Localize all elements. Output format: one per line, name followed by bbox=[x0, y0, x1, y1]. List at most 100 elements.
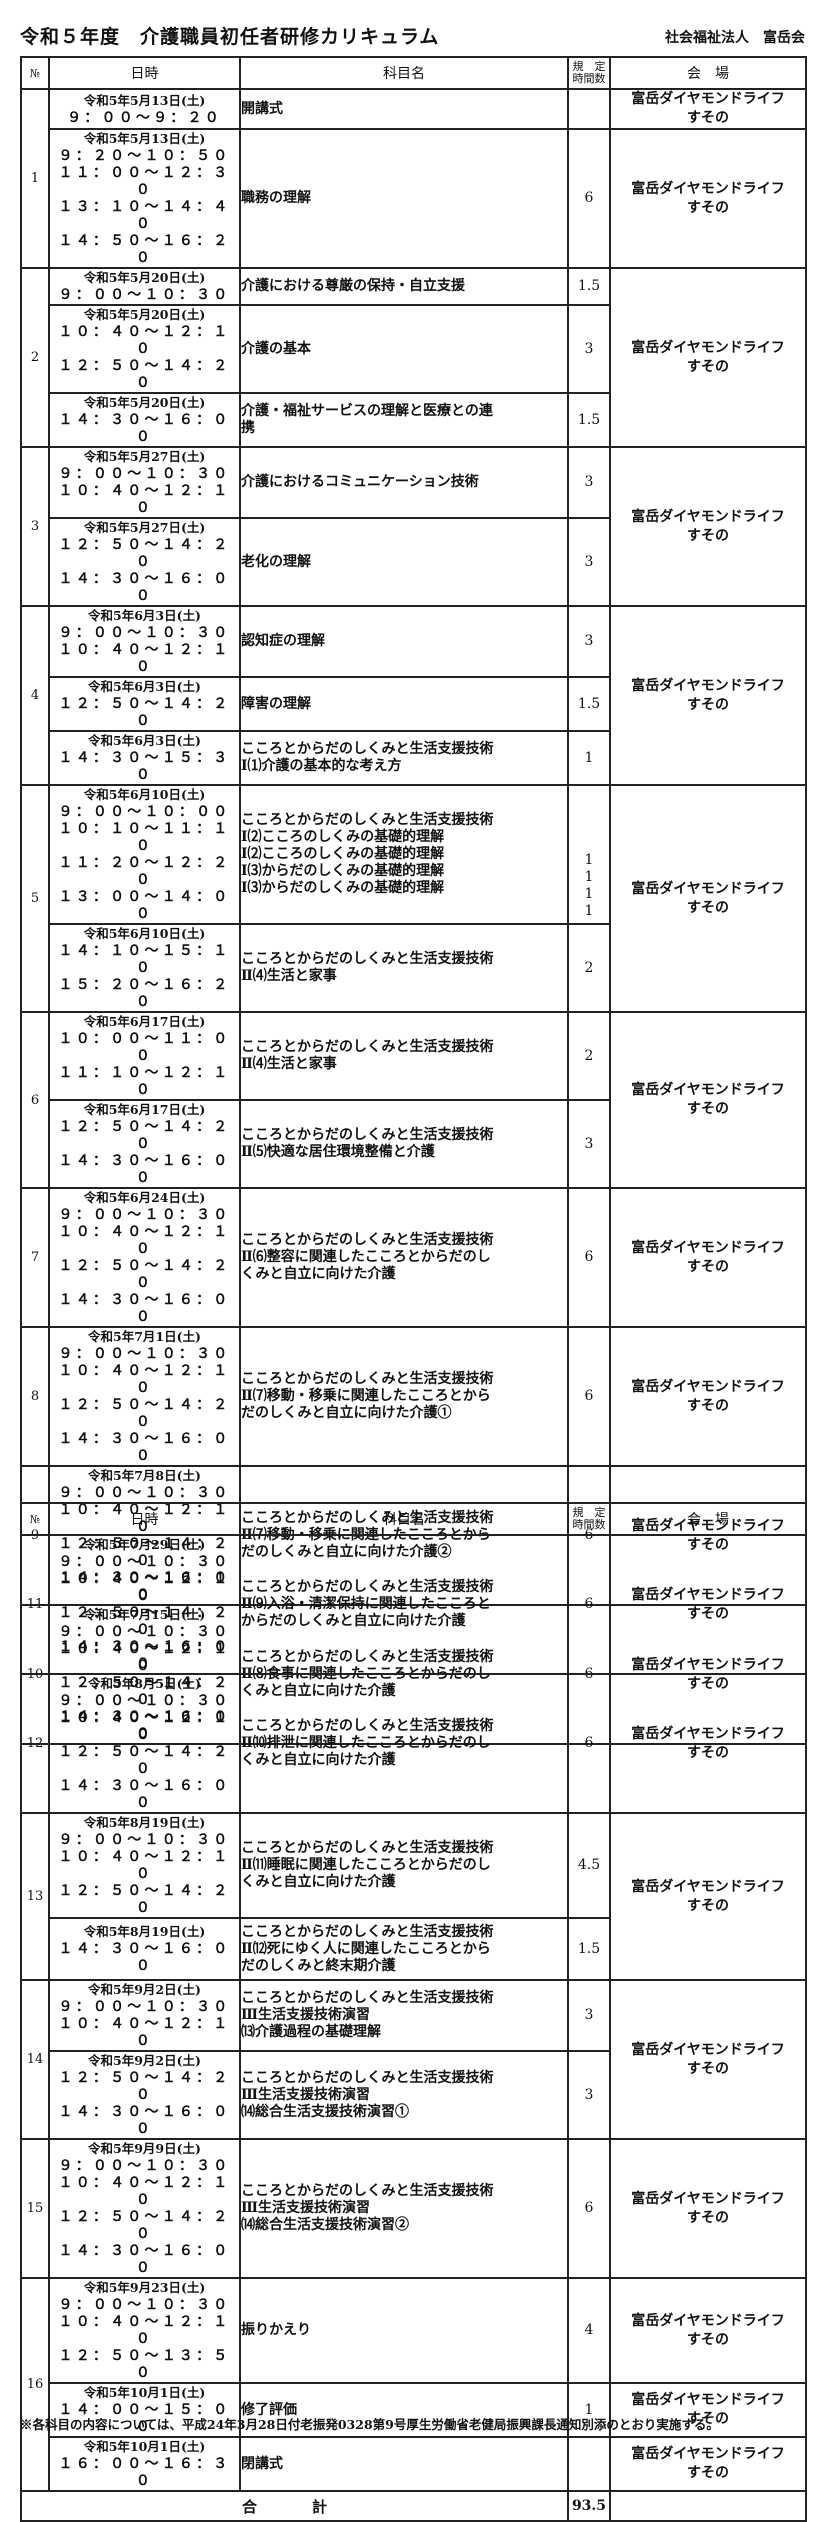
session-time: １２：５０～１４：２０ bbox=[58, 1883, 231, 1916]
hours-cell: 3 bbox=[567, 304, 611, 394]
session-time: １４：３０～１６：００ bbox=[58, 571, 231, 604]
hours-value: 6 bbox=[584, 1249, 594, 1265]
hours-value: 1.5 bbox=[577, 278, 601, 294]
session-number: 8 bbox=[20, 1326, 50, 1467]
hours-value: 1 bbox=[584, 903, 594, 919]
session-date: 令和5年6月3日(土) bbox=[88, 733, 201, 748]
subject-cell: 認知症の理解 bbox=[239, 605, 569, 678]
subject-line: Ⅲ生活支援技術演習 bbox=[241, 2007, 371, 2023]
session-date: 令和5年7月29日(土) bbox=[83, 1537, 206, 1552]
session-time: １０：４０～１２：１０ bbox=[58, 2175, 231, 2208]
venue-cell: 富岳ダイヤモンドライフ すその bbox=[609, 784, 807, 1013]
datetime-cell: 令和5年6月17日(土) １０：００～１１：００ １１：１０～１２：１０ bbox=[48, 1011, 241, 1101]
subject-line: Ⅱ⑾睡眠に関連したこころとからだのし bbox=[241, 1857, 491, 1873]
header-no: № bbox=[20, 56, 50, 90]
session-time: ９：００～１０：３０ bbox=[58, 1207, 231, 1223]
table-row: 令和5年10月1日(土) １６：００～１６：３０ 閉講式 富岳ダイヤモンドライフ すその bbox=[21, 2436, 807, 2492]
subject-line: くみと自立に向けた介護 bbox=[241, 1874, 396, 1890]
session-time: １４：３０～１６：００ bbox=[58, 1778, 231, 1811]
subject-line: Ⅱ⑹整容に関連したこころとからだのし bbox=[241, 1249, 491, 1265]
session-time: １４：１０～１５：１０ bbox=[58, 943, 231, 976]
subject-line: 修了評価 bbox=[241, 2401, 297, 2418]
venue-cell: 富岳ダイヤモンドライフ すその bbox=[609, 2382, 807, 2438]
session-time: １０：４０～１２：１０ bbox=[58, 1710, 231, 1743]
subject-cell: こころとからだのしくみと生活支援技術 Ⅱ⑷生活と家事 bbox=[239, 923, 569, 1013]
subject-cell: 閉講式 bbox=[239, 2436, 569, 2492]
hours-cell: 3 bbox=[567, 517, 611, 607]
datetime-cell: 令和5年8月5日(土) ９：００～１０：３０ １０：４０～１２：１０ １２：５０～１４… bbox=[48, 1673, 241, 1814]
table-row: 4 令和5年6月3日(土) ９：００～１０：３０ １０：４０～１２：１０ 認知症の理解 3… bbox=[20, 605, 807, 786]
session-time: １１：２０～１２：２０ bbox=[58, 855, 231, 888]
hours-cell: 3 bbox=[567, 446, 611, 519]
session-time: １２：５０～１４：２０ bbox=[58, 696, 231, 729]
venue-cell: 富岳ダイヤモンドライフ すその bbox=[609, 2138, 807, 2279]
session-time: １２：５０～１３：５０ bbox=[58, 2348, 231, 2381]
table-row: 11 令和5年7月29日(土) ９：００～１０：３０ １０：４０～１２：１０ １２：５０… bbox=[20, 1534, 807, 1675]
table-row: 令和5年8月19日(土) １４：３０～１６：００ こころとからだのしくみと生活支援技… bbox=[21, 1917, 806, 1981]
hours-value: 4 bbox=[584, 2322, 594, 2338]
session-date: 令和5年5月20日(土) bbox=[83, 307, 206, 322]
session-number: 15 bbox=[20, 2138, 50, 2279]
header-hours: 規 定時間数 bbox=[567, 56, 611, 90]
datetime-cell: 令和5年7月1日(土) ９：００～１０：３０ １０：４０～１２：１０ １２：５０～１４… bbox=[48, 1326, 241, 1467]
session-time: １０：１０～１１：１０ bbox=[58, 821, 231, 854]
session-time: １５：２０～１６：２０ bbox=[58, 977, 231, 1010]
subject-line: こころとからだのしくみと生活支援技術 bbox=[241, 951, 494, 967]
venue-cell: 富岳ダイヤモンドライフ すその bbox=[609, 446, 807, 607]
hours-value: 3 bbox=[584, 633, 594, 649]
subject-line: こころとからだのしくみと生活支援技術 bbox=[241, 1232, 494, 1248]
hours-value: 3 bbox=[584, 553, 594, 570]
table-row: 14 令和5年9月2日(土) ９：００～１０：３０ １０：４０～１２：１０ こころとから… bbox=[20, 1979, 807, 2140]
subject-line: こころとからだのしくみと生活支援技術 bbox=[241, 1990, 494, 2006]
session-date: 令和5年6月17日(土) bbox=[83, 1102, 206, 1117]
subject-cell: 老化の理解 bbox=[239, 517, 569, 607]
subject-cell: こころとからだのしくみと生活支援技術 Ⅰ⑵こころのしくみの基礎的理解 Ⅰ⑵こころのし… bbox=[239, 784, 569, 925]
curriculum-table-page-2: № 日時 科目名規 定時間数会 場 11 令和5年7月29日(土) ９：００～１０：３０ １… bbox=[20, 1502, 807, 2522]
table-row: 令和5年5月20日(土) １４：３０～１６：００ 介護・福祉サービスの理解と医療との… bbox=[21, 392, 806, 448]
subject-line: Ⅲ生活支援技術演習 bbox=[241, 2200, 371, 2216]
subject-line: Ⅱ⑼入浴・清潔保持に関連したこころと bbox=[241, 1596, 491, 1612]
subject-line: ⒁総合生活支援技術演習① bbox=[241, 2103, 409, 2120]
organization-name: 社会福祉法人 富岳会 bbox=[665, 30, 805, 46]
venue-cell: 富岳ダイヤモンドライフ すその bbox=[609, 1011, 807, 1189]
session-time: ９：００～１０：３０ bbox=[58, 1693, 231, 1709]
datetime-cell: 令和5年5月13日(土) ９：２０～１０：５０ １１：００～１２：３０ １３：１０～１… bbox=[48, 128, 241, 269]
hours-cell: 1.5 bbox=[567, 267, 611, 306]
session-date: 令和5年7月8日(土) bbox=[88, 1468, 201, 1483]
session-time: １４：３０～１６：００ bbox=[58, 1941, 231, 1974]
subject-line: こころとからだのしくみと生活支援技術 bbox=[241, 1718, 494, 1734]
subject-line: 介護の基本 bbox=[241, 340, 311, 357]
hours-value: 6 bbox=[584, 1735, 594, 1751]
session-time: １０：４０～１２：１０ bbox=[58, 1571, 231, 1604]
session-time: ９：００～９：２０ bbox=[67, 109, 222, 126]
hours-value: 6 bbox=[584, 2200, 594, 2216]
session-time: ９：００～１０：３０ bbox=[58, 1999, 231, 2015]
datetime-cell: 令和5年5月27日(土) ９：００～１０：３０ １０：４０～１２：１０ bbox=[48, 446, 241, 519]
subject-line: こころとからだのしくみと生活支援技術 bbox=[241, 2069, 494, 2086]
venue-cell: 富岳ダイヤモンドライフ すその bbox=[609, 267, 807, 448]
subject-line: 認知症の理解 bbox=[241, 633, 325, 649]
datetime-cell: 令和5年10月1日(土) １４：００～１５：００ bbox=[48, 2382, 241, 2438]
venue-cell: 富岳ダイヤモンドライフ すその bbox=[609, 1187, 807, 1328]
subject-line: こころとからだのしくみと生活支援技術 bbox=[241, 1579, 494, 1595]
venue-cell: 富岳ダイヤモンドライフ すその bbox=[609, 1979, 807, 2140]
datetime-cell: 令和5年6月10日(土) ９：００～１０：００ １０：１０～１１：１０ １１：２０～１… bbox=[48, 784, 241, 925]
subject-line: Ⅱ⑽排泄に関連したこころとからだのし bbox=[241, 1735, 491, 1751]
session-time: １６：００～１６：３０ bbox=[58, 2456, 231, 2489]
subject-line: こころとからだのしくみと生活支援技術 bbox=[241, 2183, 494, 2199]
venue-cell: 富岳ダイヤモンドライフ すその bbox=[609, 1812, 807, 1981]
hours-cell: 3 bbox=[567, 605, 611, 678]
subject-cell: 介護におけるコミュニケーション技術 bbox=[239, 446, 569, 519]
session-date: 令和5年6月17日(土) bbox=[83, 1014, 206, 1029]
session-time: ９：００～１０：３０ bbox=[58, 1485, 231, 1501]
session-number: 4 bbox=[20, 605, 50, 786]
subject-line: Ⅱ⑷生活と家事 bbox=[241, 1056, 337, 1072]
table-row: 令和5年6月3日(土) １２：５０～１４：２０ 障害の理解 1.5 bbox=[21, 676, 806, 732]
session-time: １４：３０～１６：００ bbox=[58, 1153, 231, 1186]
session-time: １４：３０～１６：００ bbox=[58, 2104, 231, 2137]
subject-line: 障害の理解 bbox=[241, 695, 311, 712]
hours-cell: 3 bbox=[567, 1099, 611, 1189]
header-venue: 会 場 bbox=[609, 56, 807, 90]
subject-line: Ⅰ⑶からだのしくみの基礎的理解 bbox=[241, 880, 445, 896]
datetime-cell: 令和5年6月3日(土) ９：００～１０：３０ １０：４０～１２：１０ bbox=[48, 605, 241, 678]
